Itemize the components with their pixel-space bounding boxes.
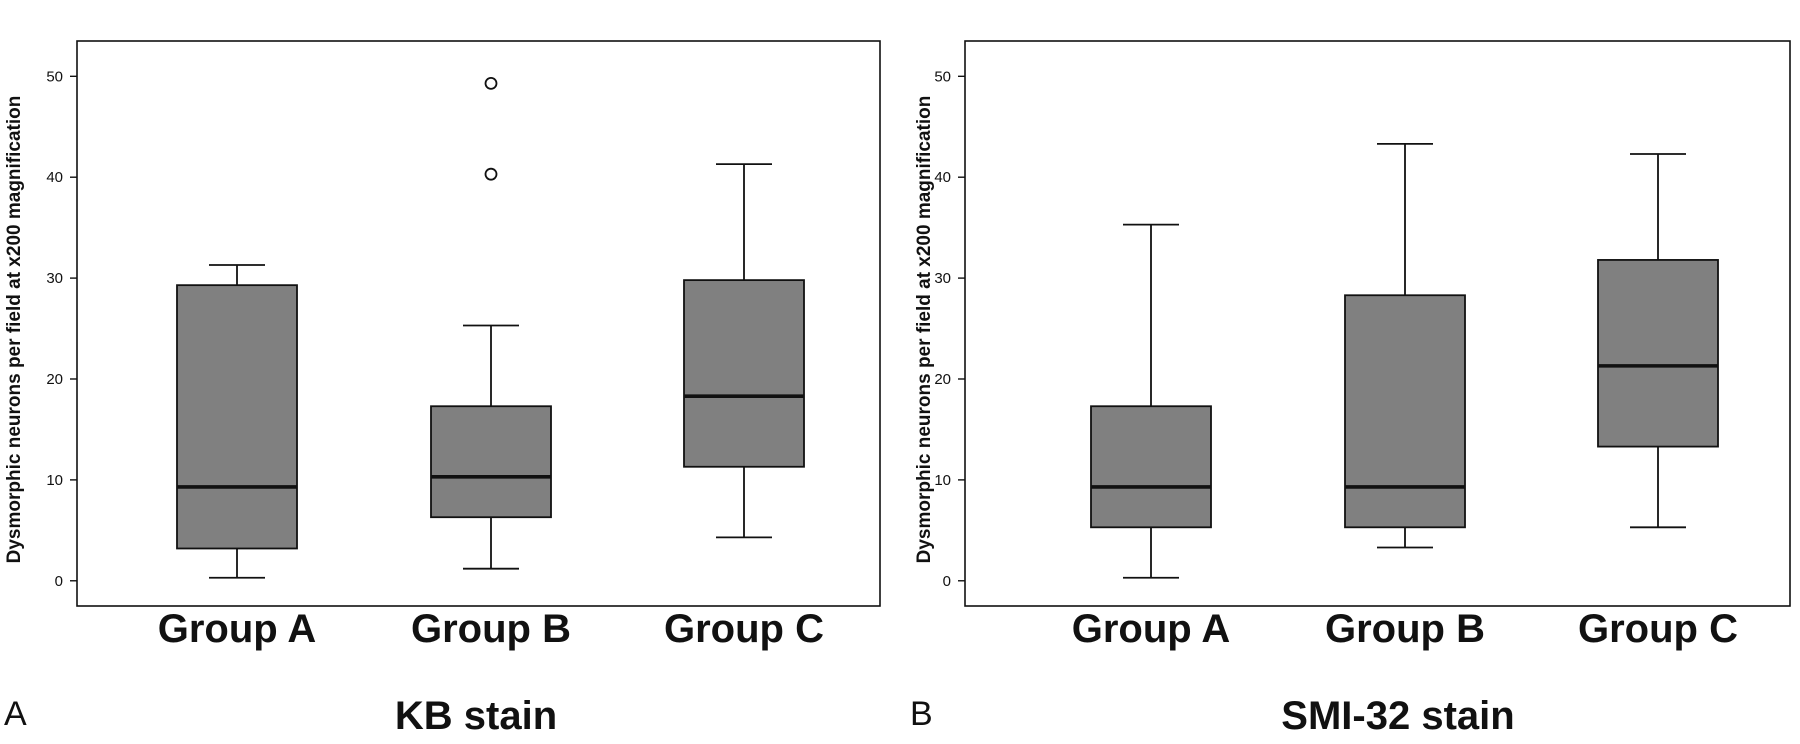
- box-group-c: [683, 163, 805, 539]
- x-category-label: Group A: [158, 607, 317, 651]
- x-category-label: Group C: [664, 607, 824, 651]
- box-group-b: [430, 76, 552, 570]
- outlier-point: [484, 167, 498, 181]
- y-axis-label: Dysmorphic neurons per field at x200 mag…: [914, 96, 935, 564]
- plot-frame: [76, 40, 881, 607]
- y-tick-label: 20: [46, 371, 63, 388]
- panel-letter: B: [910, 695, 933, 733]
- plot-frame: [964, 40, 1791, 607]
- panel-title: SMI-32 stain: [1281, 694, 1514, 738]
- y-tick-label: 50: [934, 68, 951, 85]
- y-tick-label: 30: [934, 270, 951, 287]
- x-category-label: Group A: [1072, 607, 1231, 651]
- interquartile-box: [1090, 405, 1212, 529]
- y-tick-label: 0: [943, 573, 951, 590]
- interquartile-box: [683, 279, 805, 468]
- x-category-label: Group C: [1578, 607, 1738, 651]
- y-tick-label: 40: [46, 169, 63, 186]
- outlier-point: [484, 76, 498, 90]
- chart-panel-b: 0 10 20 30 40 50 Dysmorphic neurons per field …: [910, 40, 1791, 738]
- panel-title: KB stain: [395, 694, 557, 738]
- y-tick-label: 50: [46, 68, 63, 85]
- chart-panel-a: 0 10 20 30 40 50 Dysmorphic neurons per field …: [4, 40, 881, 738]
- interquartile-box: [430, 405, 552, 519]
- y-tick-label: 20: [934, 371, 951, 388]
- box-group-b: [1344, 143, 1466, 549]
- interquartile-box: [176, 284, 298, 550]
- y-tick-label: 10: [934, 472, 951, 489]
- interquartile-box: [1344, 294, 1466, 529]
- y-tick-label: 40: [934, 169, 951, 186]
- box-group-a: [1090, 223, 1212, 579]
- x-category-label: Group B: [411, 607, 571, 651]
- box-group-a: [176, 264, 298, 579]
- x-category-label: Group B: [1325, 607, 1485, 651]
- y-tick-label: 0: [55, 573, 63, 590]
- box-group-c: [1597, 153, 1719, 529]
- y-axis-label: Dysmorphic neurons per field at x200 mag…: [4, 96, 25, 564]
- y-tick-label: 30: [46, 270, 63, 287]
- panel-letter: A: [4, 695, 27, 733]
- y-tick-label: 10: [46, 472, 63, 489]
- interquartile-box: [1597, 259, 1719, 448]
